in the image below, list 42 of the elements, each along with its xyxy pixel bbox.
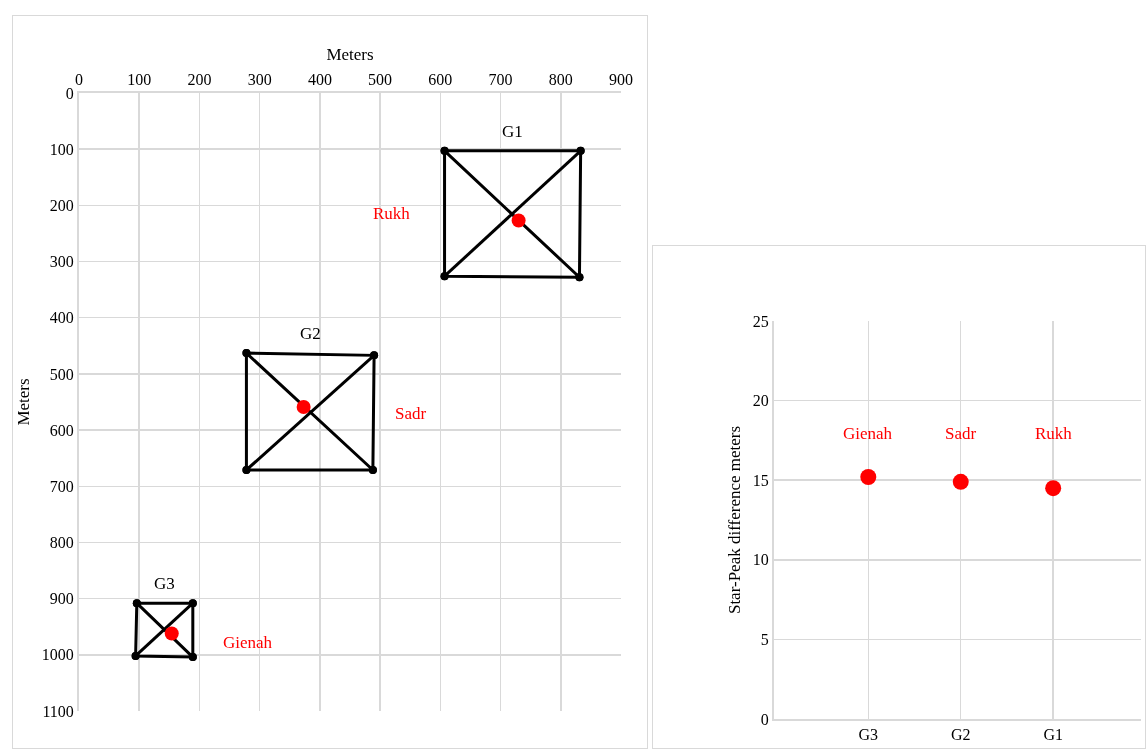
y-tick-label: 5: [760, 631, 769, 648]
y-tick-label: 15: [752, 471, 769, 489]
x-tick-label: 600: [428, 70, 453, 88]
annotation: Sadr: [945, 424, 977, 443]
x-tick-label: G3: [858, 726, 879, 744]
x-tick-label: 500: [368, 70, 393, 88]
y-axis-title: Star-Peak difference meters: [724, 425, 744, 615]
y-tick-label: 200: [49, 196, 74, 214]
y-tick-label: 1100: [42, 702, 74, 720]
annotation: G2: [300, 324, 321, 343]
y-axis-title: Meters: [13, 378, 33, 426]
y-tick-label: 300: [49, 253, 74, 271]
x-tick-label: G2: [950, 726, 971, 744]
annotation: Sadr: [395, 404, 427, 423]
annotation: Rukh: [373, 204, 411, 223]
y-tick-label: 0: [65, 84, 74, 102]
y-tick-label: 25: [752, 312, 769, 330]
x-tick-label: 100: [127, 70, 152, 88]
x-tick-label: 700: [488, 70, 513, 88]
y-tick-label: 0: [760, 710, 769, 728]
y-tick-label: 100: [49, 140, 74, 158]
y-tick-label: 400: [49, 309, 74, 327]
annotation: Rukh: [1035, 424, 1073, 443]
x-tick-label: 900: [609, 70, 633, 88]
y-tick-label: 900: [49, 590, 74, 608]
y-tick-label: 700: [49, 477, 74, 495]
x-tick-label: 400: [307, 70, 332, 88]
x-tick-label: 800: [548, 70, 573, 88]
y-tick-label: 800: [49, 534, 74, 552]
x-tick-label: 200: [187, 70, 212, 88]
y-tick-label: 600: [49, 421, 74, 439]
x-tick-label: G1: [1043, 726, 1063, 744]
annotation: Gienah: [843, 424, 893, 443]
y-tick-label: 10: [752, 551, 769, 569]
annotation: G3: [154, 574, 175, 593]
y-tick-label: 1000: [41, 646, 74, 664]
x-axis-title: Meters: [326, 44, 374, 64]
y-tick-label: 20: [752, 392, 769, 410]
annotation: Gienah: [223, 633, 273, 652]
annotation: G1: [502, 122, 523, 141]
x-tick-label: 300: [247, 70, 272, 88]
y-tick-label: 500: [49, 365, 74, 383]
